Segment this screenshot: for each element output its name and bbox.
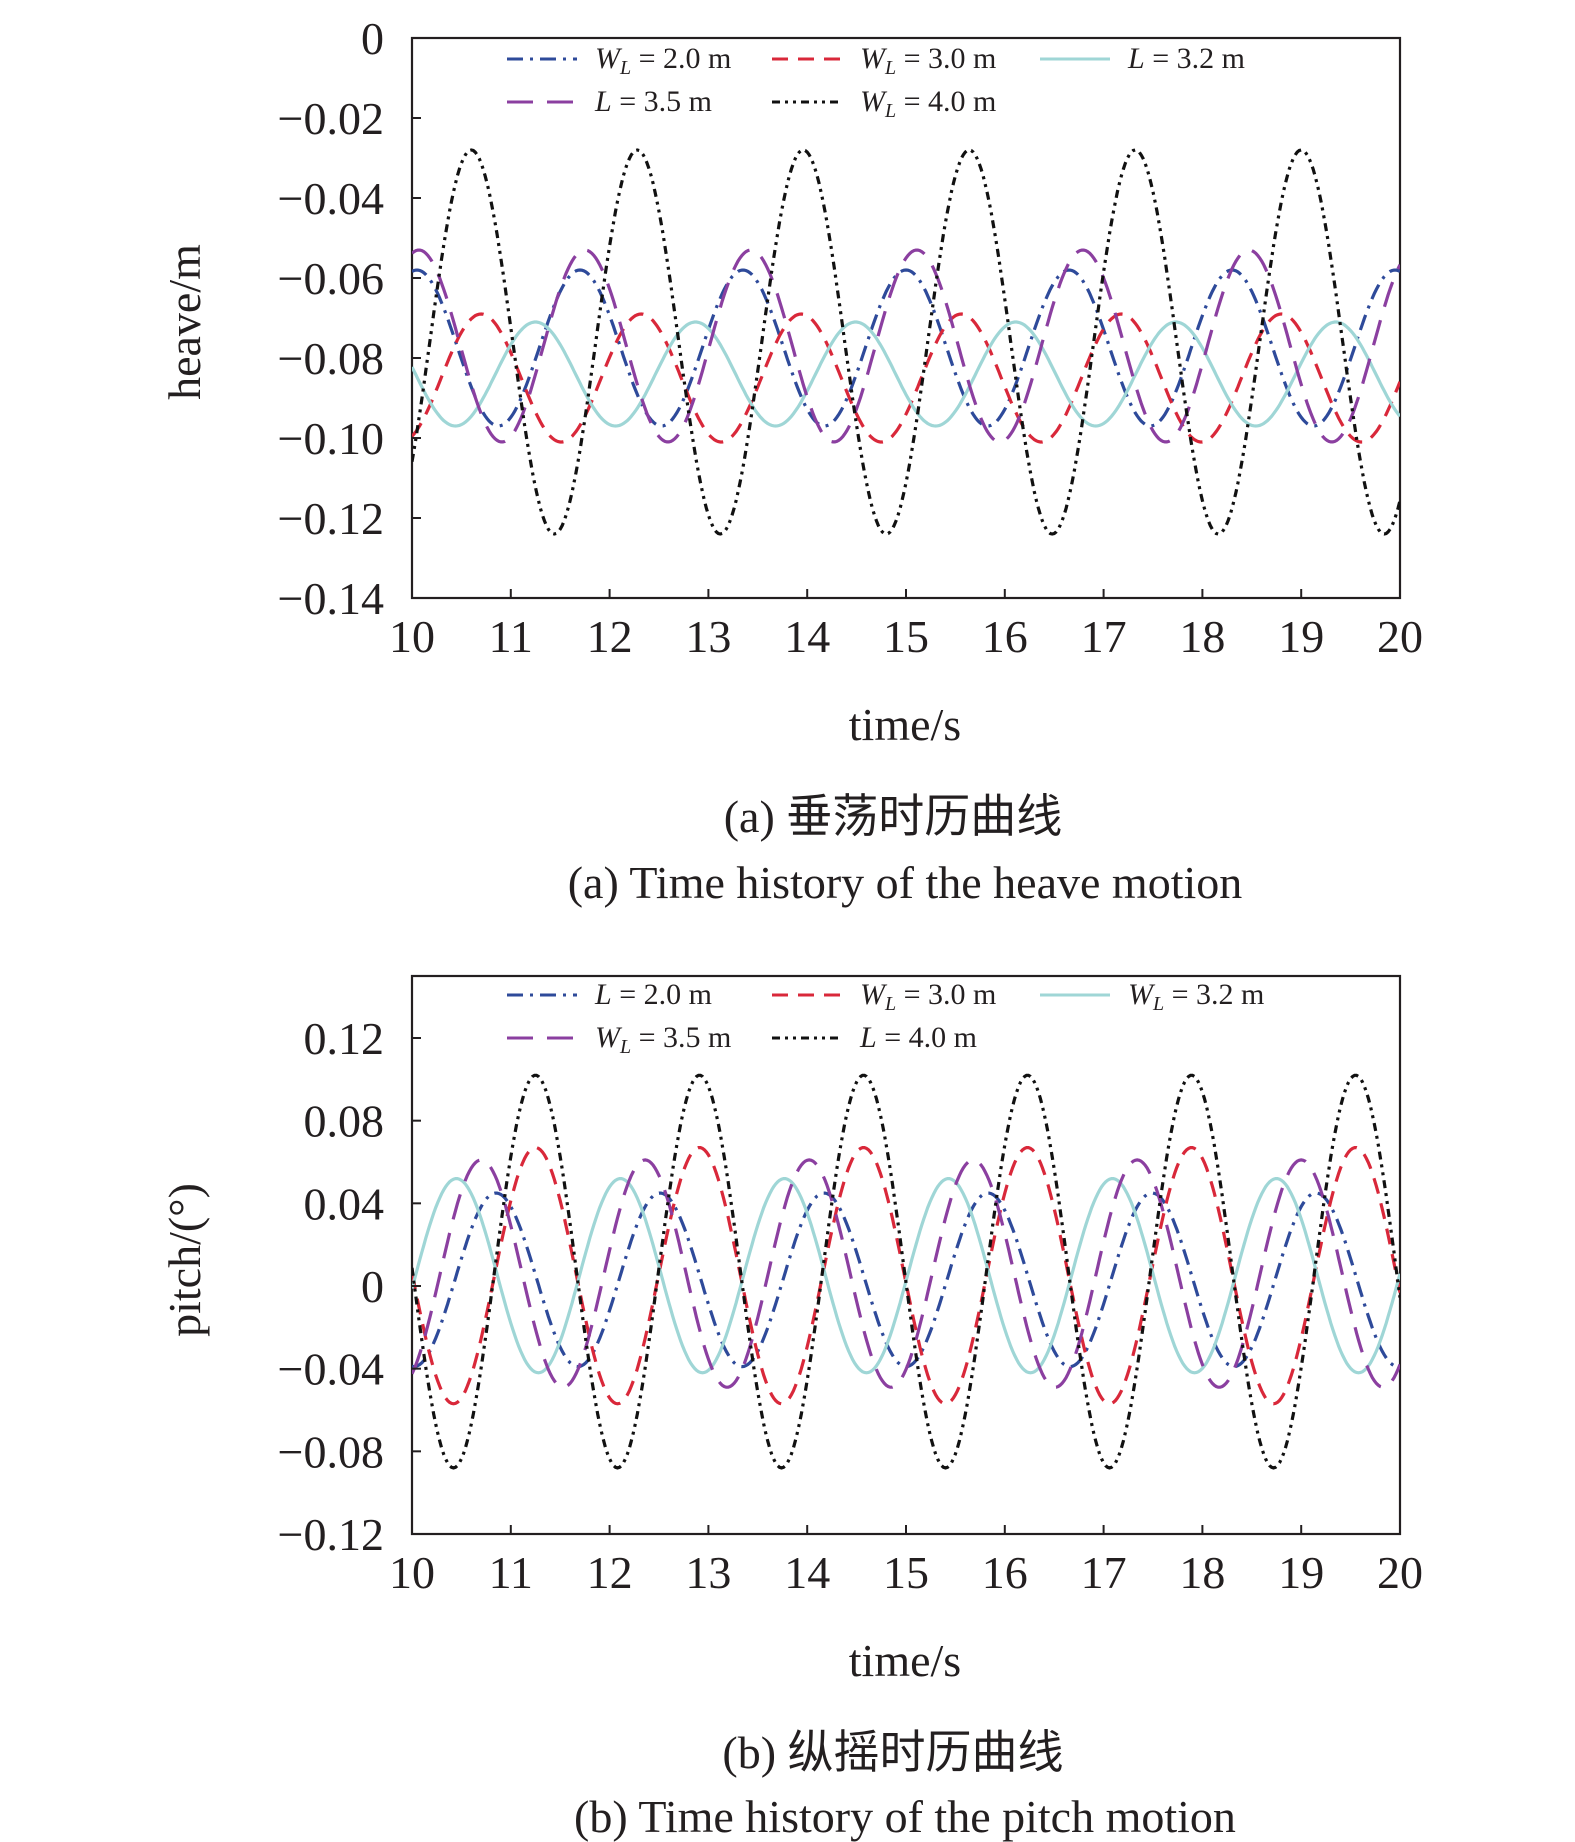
pitch-x-tick-label: 16 — [982, 1547, 1028, 1598]
pitch-legend: L = 2.0 m WL = 3.0 m WL = 3.2 m WL = 3.5 m L… — [507, 978, 1264, 1058]
heave-x-tick-label: 11 — [489, 611, 533, 662]
heave-y-tick-label: 0 — [361, 13, 384, 64]
heave-x-tick-label: 10 — [389, 611, 435, 662]
heave-x-tick-label: 14 — [784, 611, 830, 662]
heave-caption-en: (a) Time history of the heave motion — [568, 857, 1243, 908]
heave-y-tick-label: −0.10 — [278, 413, 384, 464]
pitch-x-tick-label: 17 — [1081, 1547, 1127, 1598]
heave-y-axis-label: heave/m — [159, 244, 210, 400]
heave-x-tick-label: 13 — [685, 611, 731, 662]
heave-legend-label-3: L = 3.2 m — [1127, 42, 1245, 75]
heave-y-tick-label: −0.08 — [278, 333, 384, 384]
heave-y-tick-label: −0.06 — [278, 253, 384, 304]
heave-legend-label-1: WL = 2.0 m — [595, 42, 731, 79]
heave-x-tick-label: 18 — [1179, 611, 1225, 662]
pitch-y-tick-label: 0.12 — [304, 1013, 385, 1064]
pitch-x-tick-label: 20 — [1377, 1547, 1423, 1598]
heave-series-line-2 — [412, 312, 1400, 444]
heave-x-tick-label: 20 — [1377, 611, 1423, 662]
pitch-x-tick-label: 11 — [489, 1547, 533, 1598]
heave-y-tick-label: −0.04 — [278, 173, 384, 224]
heave-x-axis-label: time/s — [849, 699, 961, 750]
heave-x-tick-label: 12 — [587, 611, 633, 662]
pitch-legend-label-5: L = 4.0 m — [859, 1021, 977, 1054]
heave-legend-label-4: L = 3.5 m — [594, 85, 712, 118]
heave-series-line-5 — [412, 148, 1400, 536]
heave-caption-cn: (a) 垂荡时历曲线 — [724, 791, 1063, 842]
pitch-y-tick-label: 0 — [361, 1261, 384, 1312]
pitch-y-tick-label: −0.08 — [278, 1426, 384, 1477]
pitch-legend-label-2: WL = 3.0 m — [860, 978, 996, 1015]
heave-series-line-1 — [412, 268, 1400, 428]
heave-legend-label-2: WL = 3.0 m — [860, 42, 996, 79]
pitch-x-tick-label: 18 — [1179, 1547, 1225, 1598]
pitch-caption-en: (b) Time history of the pitch motion — [574, 1791, 1236, 1842]
heave-x-tick-label: 15 — [883, 611, 929, 662]
pitch-x-tick-label: 19 — [1278, 1547, 1324, 1598]
pitch-y-tick-label: 0.08 — [304, 1096, 385, 1147]
heave-legend-label-5: WL = 4.0 m — [860, 85, 996, 122]
heave-series-line-3 — [412, 320, 1400, 428]
heave-x-tick-label: 19 — [1278, 611, 1324, 662]
pitch-plot-frame — [410, 974, 1402, 1536]
pitch-chart: 10 11 12 13 14 15 16 17 18 19 20 0.12 0.08 0.04 0 −0.04… — [159, 974, 1423, 1842]
pitch-series-line-5 — [412, 1073, 1400, 1470]
heave-legend: WL = 2.0 m WL = 3.0 m L = 3.2 m L = 3.5 m WL… — [507, 42, 1245, 122]
pitch-y-tick-label: −0.04 — [278, 1344, 384, 1395]
pitch-caption-cn: (b) 纵摇时历曲线 — [722, 1727, 1063, 1778]
pitch-y-tick-label: 0.04 — [304, 1178, 385, 1229]
heave-y-tick-label: −0.12 — [278, 493, 384, 544]
pitch-legend-label-1: L = 2.0 m — [594, 978, 712, 1011]
pitch-x-tick-label: 14 — [784, 1547, 830, 1598]
pitch-x-tick-label: 15 — [883, 1547, 929, 1598]
heave-series-line-4 — [412, 248, 1400, 444]
pitch-legend-label-3: WL = 3.2 m — [1128, 978, 1264, 1015]
heave-plot-frame — [410, 36, 1402, 600]
heave-x-tick-label: 17 — [1081, 611, 1127, 662]
pitch-x-tick-label: 10 — [389, 1547, 435, 1598]
pitch-x-axis-label: time/s — [849, 1635, 961, 1686]
pitch-series-line-4 — [412, 1158, 1400, 1389]
pitch-x-tick-label: 12 — [587, 1547, 633, 1598]
heave-y-tick-label: −0.14 — [278, 573, 384, 624]
pitch-x-tick-label: 13 — [685, 1547, 731, 1598]
pitch-series-line-3 — [412, 1177, 1400, 1375]
pitch-y-axis-label: pitch/(°) — [159, 1183, 210, 1337]
heave-x-tick-label: 16 — [982, 611, 1028, 662]
heave-chart: 10 11 12 13 14 15 16 17 18 19 20 0 −0.02 −0.04 −0.06 −0… — [159, 13, 1423, 908]
pitch-y-tick-label: −0.12 — [278, 1509, 384, 1560]
heave-y-tick-label: −0.02 — [278, 93, 384, 144]
pitch-legend-label-4: WL = 3.5 m — [595, 1021, 731, 1058]
